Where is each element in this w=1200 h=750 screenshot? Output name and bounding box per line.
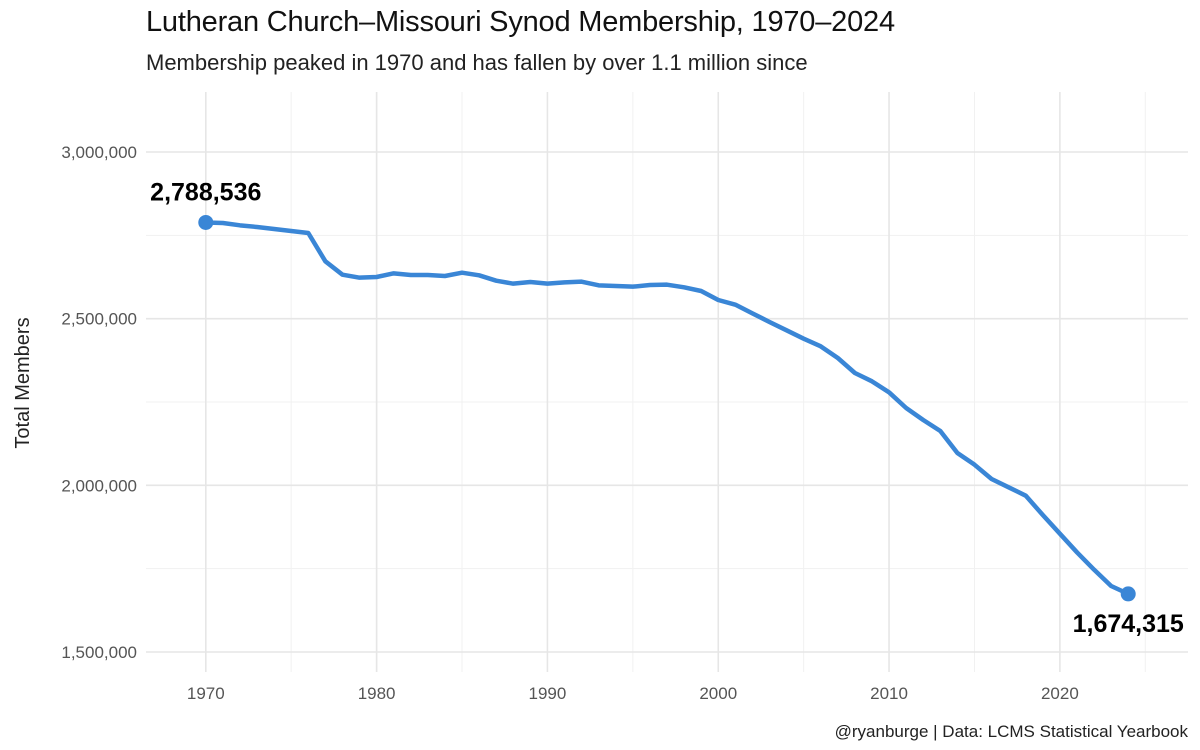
membership-line — [203, 220, 1131, 597]
minor-gridlines — [146, 92, 1188, 672]
start-point-marker — [198, 214, 214, 230]
x-tick-label: 2010 — [870, 684, 908, 703]
y-axis-tick-labels: 1,500,000 2,000,000 2,500,000 3,000,000 — [61, 143, 137, 662]
y-tick-label: 3,000,000 — [61, 143, 137, 162]
chart-title: Lutheran Church–Missouri Synod Membershi… — [146, 6, 895, 38]
x-tick-label: 1970 — [187, 684, 225, 703]
y-tick-label: 1,500,000 — [61, 643, 137, 662]
start-value-label: 2,788,536 — [150, 178, 261, 206]
x-tick-label: 2020 — [1041, 684, 1079, 703]
chart-subtitle: Membership peaked in 1970 and has fallen… — [146, 50, 808, 75]
major-gridlines — [146, 92, 1188, 672]
end-value-label: 1,674,315 — [1073, 610, 1184, 638]
x-tick-label: 1980 — [358, 684, 396, 703]
x-tick-label: 2000 — [699, 684, 737, 703]
series-layer — [198, 214, 1136, 602]
y-axis-title: Total Members — [12, 317, 34, 448]
y-tick-label: 2,500,000 — [61, 310, 137, 329]
x-tick-label: 1990 — [529, 684, 567, 703]
data-labels: 2,788,536 1,674,315 — [150, 178, 1184, 637]
end-point-marker — [1120, 586, 1136, 602]
y-tick-label: 2,000,000 — [61, 476, 137, 495]
x-axis-tick-labels: 1970 1980 1990 2000 2010 2020 — [187, 684, 1079, 703]
chart-caption: @ryanburge | Data: LCMS Statistical Year… — [834, 722, 1188, 741]
